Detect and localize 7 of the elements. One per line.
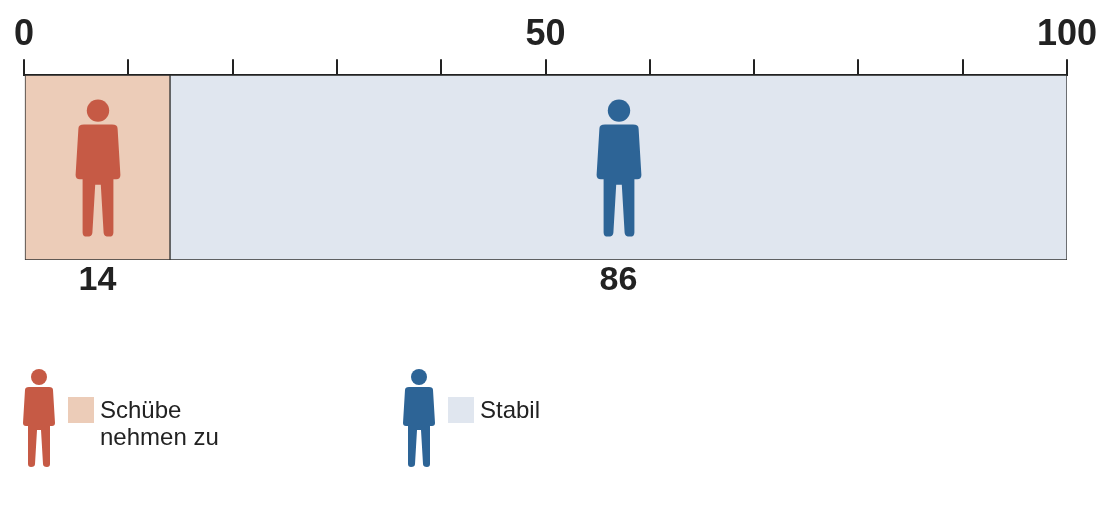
x-tick-label: 0 (13, 11, 35, 53)
legend-label: Schübe nehmen zu (100, 396, 220, 450)
legend-label: Stabil (480, 396, 541, 423)
x-tick-label: 100 (1036, 11, 1098, 53)
data-label: 86 (599, 259, 638, 298)
data-label: 14 (78, 259, 117, 298)
x-tick-label: 50 (525, 11, 566, 53)
